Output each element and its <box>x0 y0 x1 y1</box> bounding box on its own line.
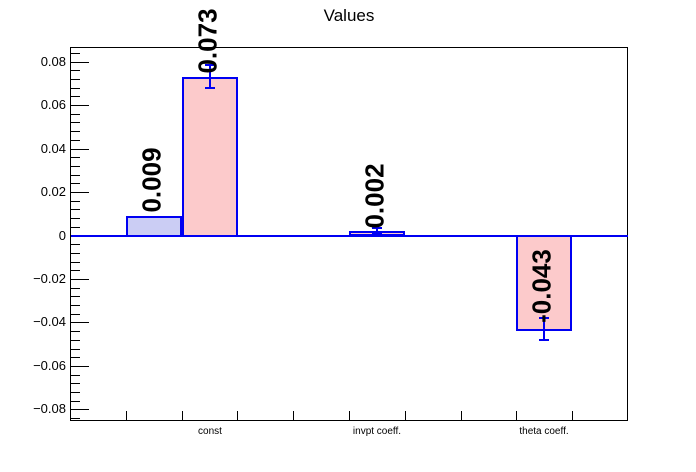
y-minor-tick-mark <box>71 340 80 341</box>
y-tick-label: 0.06 <box>40 97 66 112</box>
y-tick-mark <box>71 62 89 63</box>
bar-value-label: -0.043 <box>526 249 557 323</box>
y-minor-tick-mark <box>71 157 80 158</box>
y-minor-tick-mark <box>71 70 80 71</box>
error-bar-cap <box>539 339 549 341</box>
y-tick-mark <box>71 149 89 150</box>
y-minor-tick-mark <box>71 166 80 167</box>
y-tick-mark <box>71 192 89 193</box>
bar <box>126 216 182 237</box>
y-minor-tick-mark <box>71 270 80 271</box>
y-minor-tick-mark <box>71 305 80 306</box>
y-minor-tick-mark <box>71 122 80 123</box>
y-tick-label: −0.08 <box>33 401 66 416</box>
y-minor-tick-mark <box>71 314 80 315</box>
y-tick-label: 0.02 <box>40 184 66 199</box>
y-minor-tick-mark <box>71 201 80 202</box>
x-tick-mark <box>293 411 294 420</box>
y-minor-tick-mark <box>71 244 80 245</box>
y-minor-tick-mark <box>71 140 80 141</box>
error-bar-line <box>209 65 211 88</box>
y-minor-tick-mark <box>71 296 80 297</box>
y-minor-tick-mark <box>71 262 80 263</box>
zero-line <box>71 235 628 237</box>
y-tick-mark <box>71 105 89 106</box>
x-category-label: invpt coeff. <box>352 426 402 437</box>
x-tick-mark <box>126 411 127 420</box>
y-tick-label: −0.04 <box>33 314 66 329</box>
error-bar-line <box>543 318 545 340</box>
error-bar-cap <box>205 87 215 89</box>
error-bar-cap <box>372 227 382 229</box>
y-tick-label: −0.02 <box>33 271 66 286</box>
y-minor-tick-mark <box>71 227 80 228</box>
bar-value-label: 0.002 <box>359 163 390 229</box>
y-minor-tick-mark <box>71 131 80 132</box>
y-tick-mark <box>71 366 89 367</box>
x-tick-mark <box>237 411 238 420</box>
y-minor-tick-mark <box>71 183 80 184</box>
error-bar-cap <box>205 64 215 66</box>
error-bar-cap <box>372 233 382 235</box>
y-minor-tick-mark <box>71 53 80 54</box>
y-tick-mark <box>71 322 89 323</box>
bar <box>182 77 238 237</box>
y-minor-tick-mark <box>71 392 80 393</box>
y-minor-tick-mark <box>71 375 80 376</box>
y-minor-tick-mark <box>71 175 80 176</box>
y-minor-tick-mark <box>71 88 80 89</box>
y-tick-mark <box>71 279 89 280</box>
x-category-label: theta coeff. <box>519 426 569 437</box>
y-minor-tick-mark <box>71 331 80 332</box>
error-bar-cap <box>539 317 549 319</box>
y-tick-label: 0.04 <box>40 141 66 156</box>
x-tick-mark <box>461 411 462 420</box>
x-tick-mark <box>516 411 517 420</box>
y-tick-mark <box>71 409 89 410</box>
y-minor-tick-mark <box>71 253 80 254</box>
y-minor-tick-mark <box>71 401 80 402</box>
y-minor-tick-mark <box>71 418 80 419</box>
bar <box>516 235 572 331</box>
y-tick-label: 0.08 <box>40 54 66 69</box>
x-tick-mark <box>182 411 183 420</box>
y-minor-tick-mark <box>71 349 80 350</box>
bar-value-label: 0.073 <box>192 8 223 74</box>
y-tick-label: −0.06 <box>33 358 66 373</box>
y-minor-tick-mark <box>71 288 80 289</box>
x-tick-mark <box>572 411 573 420</box>
y-minor-tick-mark <box>71 218 80 219</box>
y-minor-tick-mark <box>71 96 80 97</box>
error-bar-line <box>376 228 378 235</box>
y-minor-tick-mark <box>71 383 80 384</box>
chart-title: Values <box>323 6 375 25</box>
y-minor-tick-mark <box>71 357 80 358</box>
bar-value-label: 0.009 <box>136 147 167 213</box>
y-tick-label: 0 <box>58 228 66 243</box>
y-minor-tick-mark <box>71 79 80 80</box>
y-minor-tick-mark <box>71 114 80 115</box>
x-tick-mark <box>405 411 406 420</box>
x-category-label: const <box>198 426 222 437</box>
plot-frame <box>70 47 628 421</box>
x-tick-mark <box>349 411 350 420</box>
y-minor-tick-mark <box>71 209 80 210</box>
